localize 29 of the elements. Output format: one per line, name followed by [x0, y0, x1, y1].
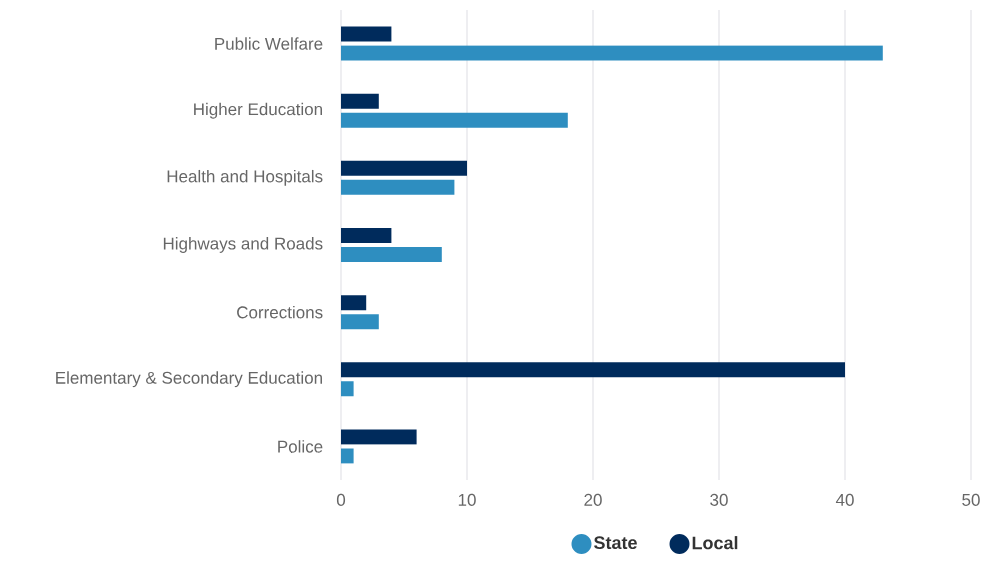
bar [341, 26, 392, 42]
bar [341, 228, 392, 243]
bar [341, 429, 417, 445]
y-tick-label: Public Welfare [215, 37, 323, 50]
x-tick-label: 20 [584, 493, 602, 506]
bar [341, 314, 379, 330]
y-tick-label: Corrections [237, 305, 323, 319]
x-tick-label: 40 [835, 493, 854, 506]
legend-label: State [594, 536, 637, 550]
bar [341, 93, 379, 109]
x-tick-label: 10 [458, 493, 476, 506]
bar [341, 45, 883, 61]
x-tick-label: 0 [336, 493, 346, 506]
bar [341, 160, 467, 176]
legend-label: Local [692, 536, 738, 550]
bar [341, 381, 354, 397]
y-tick-label: Highways and Roads [163, 237, 323, 253]
y-tick-label: Police [278, 440, 323, 453]
y-tick-label: Higher Education [194, 102, 322, 119]
y-tick-label: Health and Hospitals [167, 169, 323, 186]
y-tick-label: Elementary & Secondary Education [56, 371, 322, 388]
bar [341, 112, 568, 128]
x-tick-label: 50 [962, 493, 980, 506]
x-tick-label: 30 [710, 493, 728, 506]
bar [341, 448, 354, 464]
bar [341, 247, 442, 262]
bar [341, 179, 455, 195]
bar [341, 295, 367, 311]
bar [341, 362, 845, 378]
